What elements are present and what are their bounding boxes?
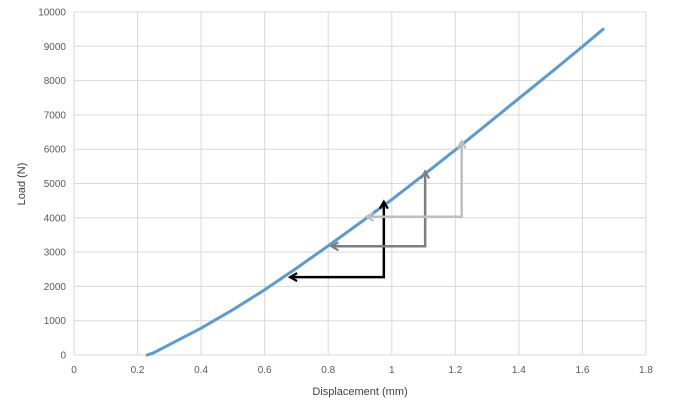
loop-path bbox=[290, 201, 386, 279]
unload-reload-loop-arrow bbox=[329, 169, 431, 252]
x-tick-label: 0.2 bbox=[131, 365, 145, 376]
arrowhead bbox=[456, 139, 467, 149]
x-tick-label: 1.8 bbox=[639, 365, 653, 376]
arrowhead bbox=[420, 169, 431, 180]
y-tick-label: 6000 bbox=[44, 145, 67, 156]
arrowhead bbox=[378, 199, 389, 210]
y-tick-label: 10000 bbox=[38, 8, 66, 19]
x-axis-tick-labels: 0 0.2 0.4 0.6 0.8 1 1.2 1.4 1.6 1.8 bbox=[71, 365, 653, 376]
y-tick-label: 7000 bbox=[44, 110, 67, 121]
y-tick-label: 1000 bbox=[44, 316, 67, 327]
x-tick-label: 1.4 bbox=[512, 365, 526, 376]
y-axis-tick-labels: 0 1000 2000 3000 4000 5000 6000 7000 8000 9000 100… bbox=[38, 8, 66, 362]
arrowhead bbox=[329, 241, 339, 252]
y-tick-label: 3000 bbox=[44, 248, 67, 259]
y-axis-title: Load (N) bbox=[16, 163, 28, 206]
unload-reload-loop-arrow bbox=[364, 139, 467, 222]
x-axis-title: Displacement (mm) bbox=[312, 386, 407, 398]
x-tick-label: 0.6 bbox=[258, 365, 272, 376]
load-displacement-series-line bbox=[145, 27, 605, 357]
x-tick-label: 0.8 bbox=[321, 365, 335, 376]
y-tick-label: 0 bbox=[60, 351, 66, 362]
gridlines bbox=[73, 11, 647, 356]
x-tick-label: 0 bbox=[71, 365, 77, 376]
arrowhead bbox=[287, 272, 298, 283]
loop-path bbox=[366, 141, 463, 219]
y-tick-label: 2000 bbox=[44, 282, 67, 293]
x-tick-label: 1 bbox=[389, 365, 395, 376]
annotation-layer bbox=[287, 139, 467, 283]
x-tick-label: 1.6 bbox=[575, 365, 589, 376]
unload-reload-loop-arrow bbox=[287, 199, 389, 283]
x-tick-label: 0.4 bbox=[194, 365, 208, 376]
y-tick-label: 4000 bbox=[44, 213, 67, 224]
arrowhead bbox=[364, 211, 374, 222]
x-tick-label: 1.2 bbox=[448, 365, 462, 376]
y-tick-label: 5000 bbox=[44, 179, 67, 190]
series-layer bbox=[145, 27, 605, 357]
loop-path bbox=[331, 171, 427, 248]
y-tick-label: 9000 bbox=[44, 42, 67, 53]
y-tick-label: 8000 bbox=[44, 76, 67, 87]
